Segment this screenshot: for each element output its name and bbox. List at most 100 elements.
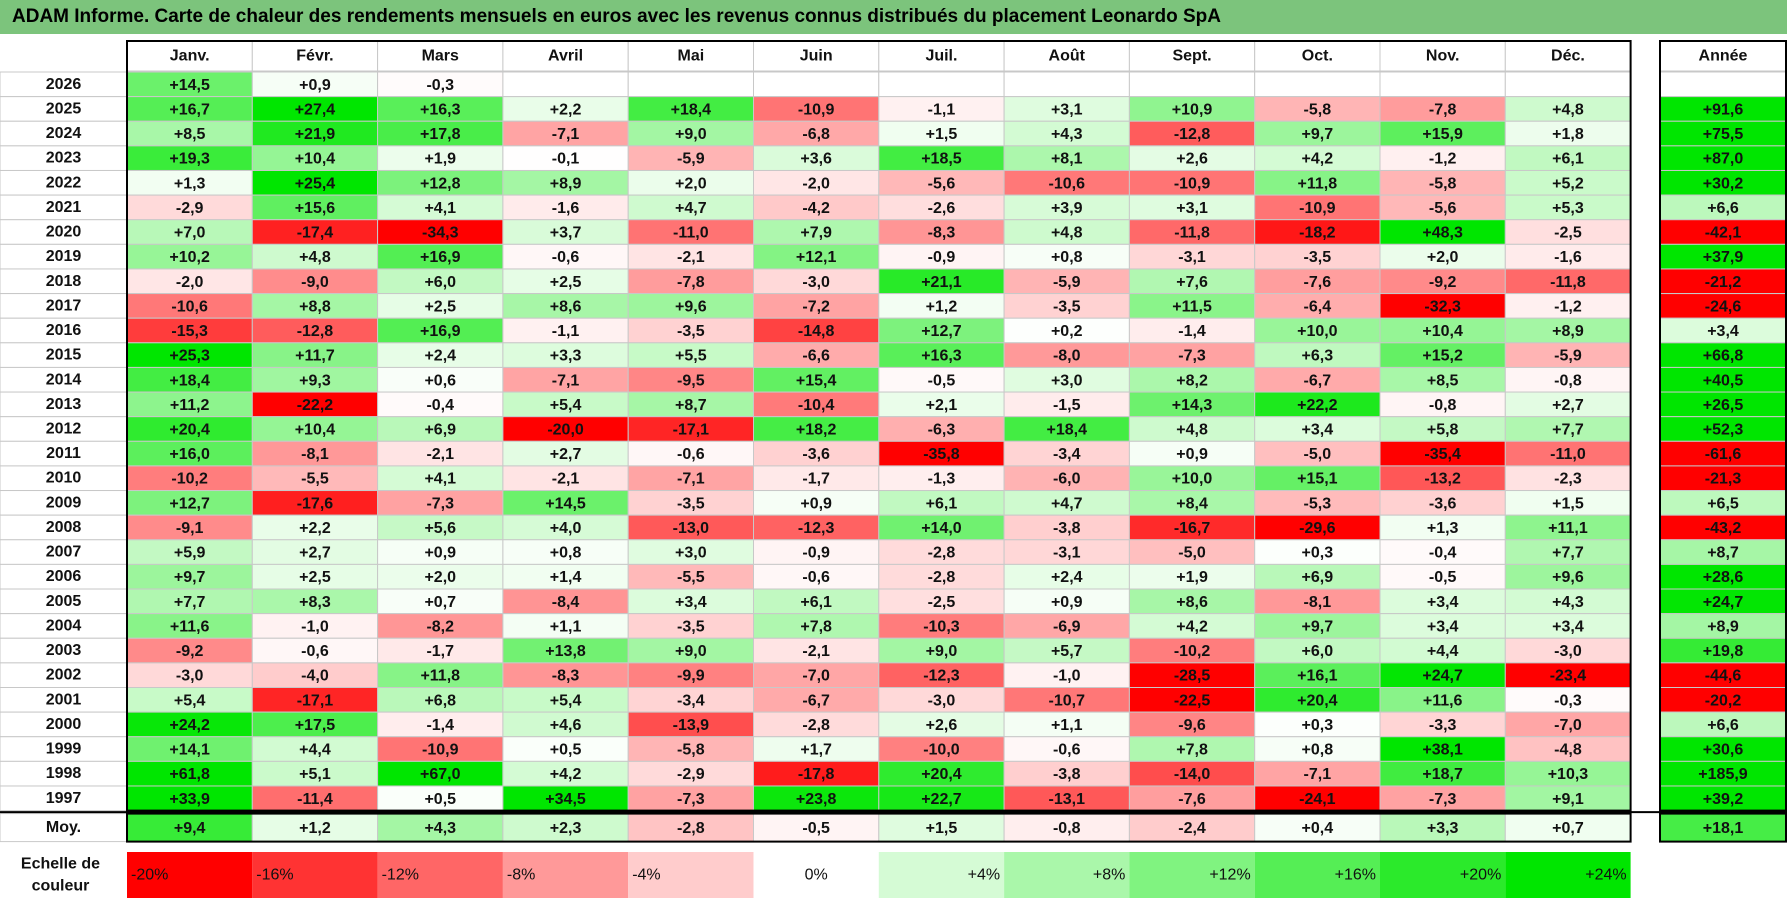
heatmap-cell-label: -4,0 [301, 668, 329, 685]
annual-cell [1659, 391, 1787, 418]
heatmap-cell-label: +2,1 [926, 397, 958, 414]
month-header-cell [377, 40, 504, 72]
scale-stop-label: +24% [1585, 867, 1626, 884]
heatmap-cell [1379, 539, 1506, 565]
annual-cell [1659, 588, 1787, 615]
heatmap-cell-label: -7,1 [677, 471, 705, 488]
heatmap-cell-label: +21,9 [295, 126, 336, 143]
year-label: 2013 [46, 396, 82, 413]
heatmap-cell [502, 120, 629, 147]
heatmap-cell-label: -3,3 [1429, 717, 1457, 734]
heatmap-cell-label: +1,3 [1427, 520, 1459, 537]
heatmap-cell [627, 391, 755, 418]
heatmap-cell-label: +20,4 [921, 766, 962, 783]
heatmap-cell [1003, 96, 1130, 122]
heatmap-cell-label: +4,0 [550, 520, 582, 537]
heatmap-cell-label: -0,4 [1429, 545, 1457, 562]
annual-cell-label: -21,2 [1705, 274, 1742, 291]
heatmap-cell-label: +7,8 [1176, 742, 1208, 759]
heatmap-cell-label: +11,7 [295, 348, 335, 365]
scale-swatch [878, 852, 1005, 898]
annual-cell [1659, 317, 1787, 344]
heatmap-cell-label: -10,2 [1174, 643, 1211, 660]
heatmap-cell-label: -2,0 [176, 274, 204, 291]
heatmap-cell [753, 760, 880, 787]
year-label: 2011 [46, 445, 81, 462]
heatmap-cell-label: -8,3 [552, 668, 580, 685]
scale-stop-label: -16% [256, 867, 293, 884]
heatmap-cell-label: -0,9 [928, 249, 956, 266]
scale-stop-label: -12% [382, 867, 419, 884]
heatmap-cell [627, 416, 755, 442]
heatmap-cell-label: -7,2 [802, 298, 830, 315]
heatmap-cell-label: +16,7 [169, 101, 210, 118]
heatmap-cell-label: +0,9 [1176, 446, 1208, 463]
heatmap-cell [753, 243, 880, 270]
heatmap-cell [126, 588, 253, 615]
heatmap-cell [1504, 317, 1632, 344]
heatmap-cell-label: -5,9 [1053, 274, 1081, 291]
heatmap-cell [1379, 268, 1506, 295]
year-label: 2019 [46, 248, 82, 265]
heatmap-cell-label: +9,0 [675, 126, 707, 143]
heatmap-cell-label: +9,6 [675, 298, 707, 315]
heatmap-cell-label: -10,6 [171, 298, 208, 315]
heatmap-cell [1379, 71, 1506, 98]
annual-cell-label: -42,1 [1705, 225, 1742, 242]
heatmap-cell-label: +15,2 [1422, 348, 1463, 365]
heatmap-cell-label: +2,5 [299, 569, 331, 586]
year-label: 2014 [46, 371, 82, 388]
heatmap-cell-label: +4,8 [299, 249, 331, 266]
heatmap-cell-label: +27,4 [295, 101, 336, 118]
heatmap-cell-label: +10,9 [1172, 101, 1213, 118]
heatmap-cell-label: -17,1 [297, 692, 334, 709]
heatmap-cell-label: -2,8 [928, 569, 956, 586]
heatmap-cell [1504, 293, 1632, 319]
heatmap-cell-label: +1,8 [1552, 126, 1584, 143]
heatmap-cell [251, 120, 379, 147]
heatmap-cell-label: +33,9 [169, 791, 210, 808]
heatmap-cell [1504, 169, 1632, 196]
heatmap-cell-label: -1,7 [426, 643, 454, 660]
heatmap-cell-label: -2,5 [928, 594, 956, 611]
heatmap-cell-label: +38,1 [1422, 742, 1463, 759]
heatmap-cell-label: +0,9 [1051, 594, 1083, 611]
heatmap-cell-label: -17,4 [297, 225, 334, 242]
avg-cell-label: +2,3 [550, 820, 582, 837]
annual-cell-label: +185,9 [1698, 766, 1747, 783]
heatmap-cell-label: +22,2 [1297, 397, 1338, 414]
heatmap-cell [878, 293, 1005, 319]
year-label: 2025 [46, 100, 82, 117]
heatmap-cell-label: -0,6 [677, 446, 705, 463]
annual-cell-label: -20,2 [1705, 692, 1742, 709]
heatmap-cell [377, 317, 504, 344]
heatmap-cell-label: -1,6 [1554, 249, 1582, 266]
heatmap-cell-label: +7,6 [1176, 274, 1208, 291]
heatmap-cell-label: -1,5 [1053, 397, 1081, 414]
heatmap-cell-label: +4,1 [424, 200, 456, 217]
heatmap-cell-label: +6,1 [1552, 151, 1584, 168]
heatmap-cell-label: +4,6 [550, 717, 582, 734]
heatmap-cell-label: -5,6 [1429, 200, 1457, 217]
month-header: Juil. [925, 48, 957, 65]
heatmap-cell [1003, 539, 1130, 565]
heatmap-cell [1254, 736, 1381, 762]
heatmap-cell-label: +5,5 [675, 348, 707, 365]
heatmap-cell-label: +3,4 [1302, 421, 1334, 438]
heatmap-cell [251, 736, 379, 762]
heatmap-cell [1379, 440, 1506, 467]
heatmap-cell-label: -12,8 [1174, 126, 1211, 143]
heatmap-cell-label: +8,1 [1051, 151, 1083, 168]
heatmap-cell-label: +11,6 [1423, 692, 1463, 709]
heatmap-cell-label: -14,0 [1174, 766, 1211, 783]
heatmap-cell [1003, 563, 1130, 590]
heatmap-cell [502, 465, 629, 492]
avg-cell-label: +1,5 [926, 820, 958, 837]
heatmap-cell-label: -5,8 [677, 742, 705, 759]
heatmap-cell-label: +1,5 [1552, 495, 1584, 512]
heatmap-cell-label: -10,7 [1049, 692, 1086, 709]
heatmap-cell [377, 490, 504, 516]
heatmap-cell-label: -1,2 [1429, 151, 1457, 168]
heatmap-cell-label: -0,5 [928, 372, 956, 389]
heatmap-cell [1504, 440, 1632, 467]
